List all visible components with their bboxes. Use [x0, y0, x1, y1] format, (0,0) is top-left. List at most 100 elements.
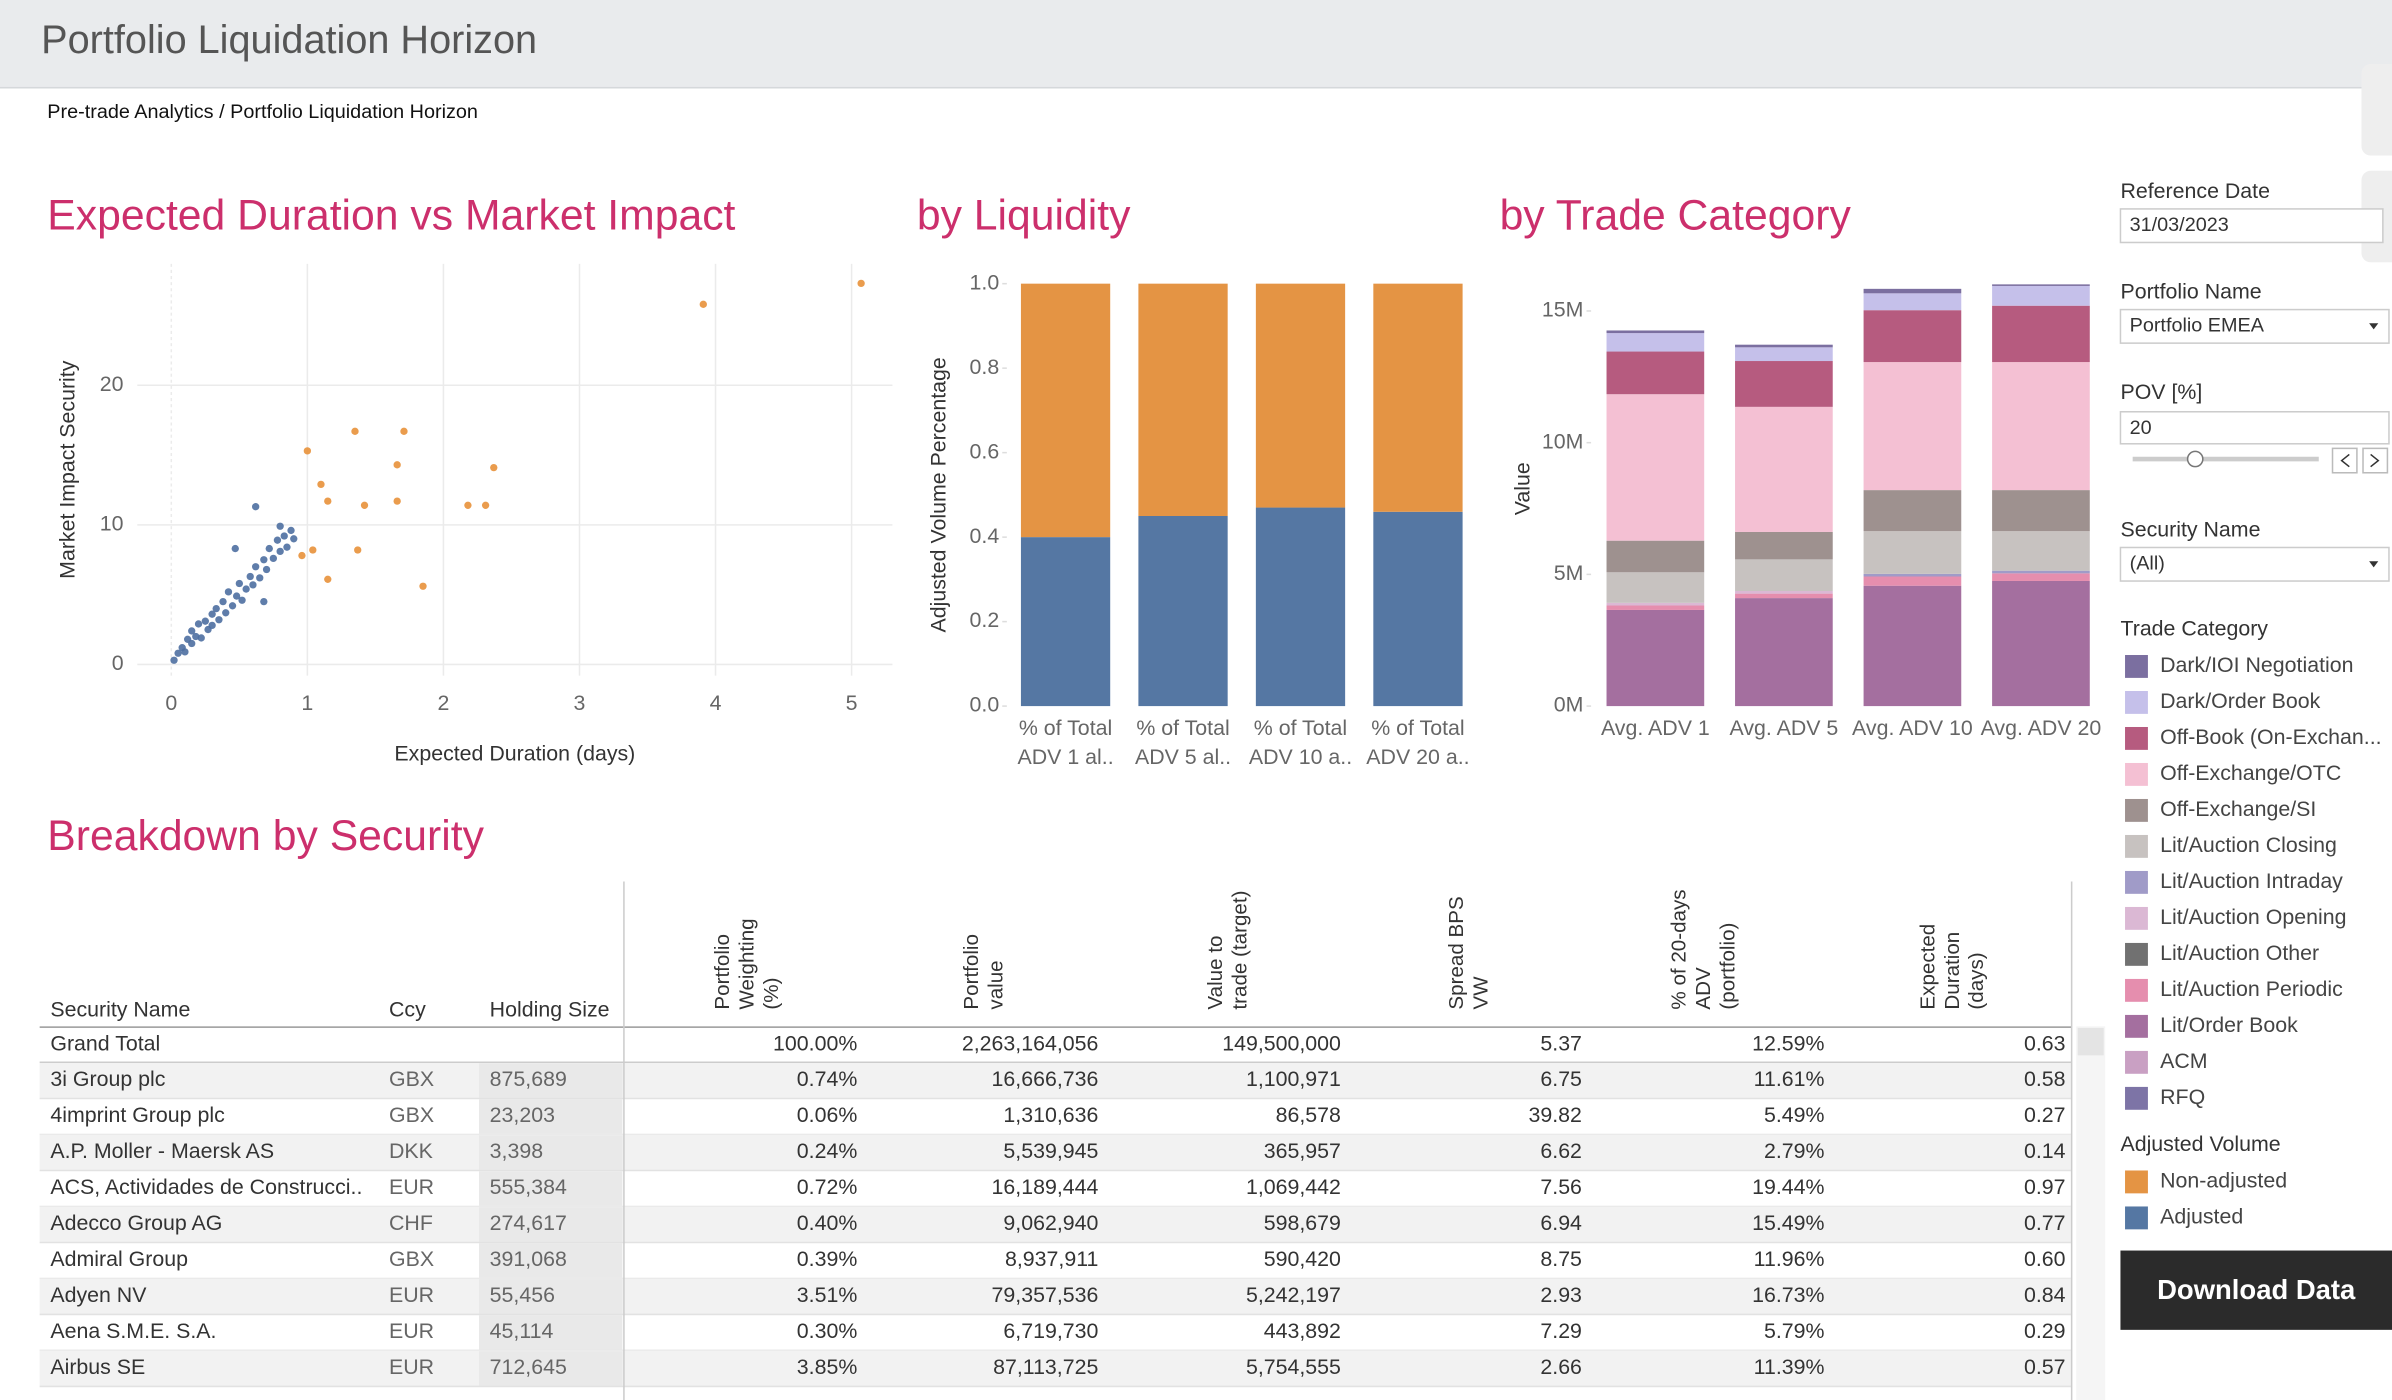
legend-swatch[interactable] — [2125, 834, 2148, 858]
bar-segment — [1606, 605, 1705, 610]
scatter-point — [249, 581, 257, 589]
legend-swatch[interactable] — [2125, 762, 2148, 786]
table-cell: A.P. Moller - Maersk AS — [50, 1139, 274, 1163]
dropdown[interactable] — [2119, 308, 2390, 344]
bar-segment — [1992, 580, 2090, 707]
column-header-box: Value to trade (target) — [1204, 891, 1251, 1010]
bar-segment — [1373, 283, 1463, 512]
legend-swatch[interactable] — [2125, 906, 2148, 930]
table-cell: 11.61% — [1754, 1067, 1825, 1091]
scatter-point — [280, 532, 288, 540]
table-cell: 19.44% — [1752, 1175, 1824, 1199]
legend-swatch[interactable] — [2125, 1050, 2148, 1074]
column-header: Portfolio value — [959, 934, 1007, 1010]
slider-thumb[interactable] — [2186, 450, 2204, 468]
scatter-point — [699, 300, 707, 308]
scatter-point — [252, 563, 260, 571]
column-header: Portfolio Weighting (%) — [710, 918, 783, 1010]
column-header-box: Expected Duration (days) — [1916, 923, 1988, 1010]
y-tick-label: 0.8 — [970, 355, 1000, 379]
column-header-box: Portfolio Weighting (%) — [710, 918, 783, 1010]
dropdown[interactable] — [2119, 546, 2390, 582]
bar-segment — [1606, 333, 1705, 352]
x-tick-label: 3 — [574, 691, 586, 715]
legend-title: Trade Category — [2120, 616, 2268, 640]
y-tick-label: 15M — [1542, 298, 1584, 322]
scatter-point — [208, 610, 216, 618]
bar-segment — [1255, 283, 1346, 508]
bar-segment — [1020, 537, 1111, 707]
scatter-point — [235, 579, 244, 588]
bar-segment — [1992, 305, 2090, 363]
bar-segment — [1863, 490, 1962, 532]
bar-segment — [1992, 285, 2090, 306]
table-cell: 6.94 — [1540, 1211, 1582, 1235]
row-band — [39, 1062, 2072, 1099]
legend-swatch[interactable] — [2125, 1206, 2148, 1230]
scatter-point — [269, 554, 278, 563]
table-cell: 365,957 — [1264, 1139, 1341, 1163]
y-tick-label: 0 — [112, 651, 124, 675]
table-cell: 0.60 — [2024, 1247, 2066, 1271]
scatter-point — [260, 597, 268, 606]
table-cell: 4imprint Group plc — [50, 1103, 225, 1127]
breadcrumb[interactable]: Pre-trade Analytics / Portfolio Liquidat… — [47, 101, 478, 123]
legend-swatch[interactable] — [2125, 1170, 2148, 1194]
x-tick-label: % of Total ADV 1 al.. — [1017, 715, 1114, 769]
legend-swatch[interactable] — [2125, 691, 2148, 714]
x-tick-label-wrap: Avg. ADV 20 — [1977, 714, 2106, 743]
x-tick-label: Avg. ADV 10 — [1852, 715, 1973, 740]
table-cell: 2.93 — [1540, 1283, 1582, 1307]
bar-segment — [1992, 570, 2090, 574]
number-input[interactable] — [2119, 411, 2390, 445]
side-tab[interactable] — [2361, 64, 2392, 156]
scatter-point — [360, 501, 369, 509]
table-cell: 8,937,911 — [1005, 1247, 1098, 1271]
legend-swatch[interactable] — [2125, 655, 2148, 678]
bar-segment — [1255, 507, 1346, 707]
legend-swatch[interactable] — [2125, 978, 2148, 1002]
step-down[interactable] — [2331, 447, 2358, 474]
scatter-point — [857, 279, 865, 288]
total-cell: 2,263,164,056 — [962, 1031, 1099, 1055]
table-cell: EUR — [389, 1355, 434, 1379]
table-cell: 0.27 — [2024, 1103, 2066, 1127]
download-button[interactable] — [2120, 1250, 2392, 1330]
date-input[interactable] — [2119, 208, 2384, 244]
bar-segment — [1606, 330, 1705, 334]
table-cell: 16.73% — [1752, 1283, 1824, 1307]
y-tick-label: 0M — [1554, 693, 1584, 717]
table-cell: 5.79% — [1764, 1319, 1825, 1343]
legend-swatch[interactable] — [2125, 870, 2148, 894]
scroll-thumb[interactable] — [2077, 1027, 2104, 1056]
scatter-point — [256, 574, 264, 582]
chart-title: Expected Duration vs Market Impact — [47, 191, 735, 239]
column-header: Expected Duration (days) — [1916, 923, 1988, 1010]
legend-swatch[interactable] — [2125, 798, 2148, 822]
x-tick-label-wrap: Avg. ADV 1 — [1591, 714, 1720, 743]
table-cell: 5,242,197 — [1246, 1283, 1341, 1307]
scatter-point — [324, 497, 332, 505]
legend-swatch[interactable] — [2125, 1086, 2148, 1110]
table-cell: 590,420 — [1264, 1247, 1341, 1271]
table-cell: 443,892 — [1264, 1319, 1341, 1343]
legend-label: Lit/Auction Opening — [2160, 905, 2346, 929]
x-tick-label: Avg. ADV 20 — [1980, 715, 2102, 740]
table-cell: 39.82 — [1529, 1103, 1582, 1127]
scatter-point — [194, 620, 203, 628]
legend-swatch[interactable] — [2125, 726, 2148, 750]
bar-segment — [1992, 362, 2090, 491]
legend-swatch[interactable] — [2125, 942, 2148, 966]
legend-swatch[interactable] — [2125, 1014, 2148, 1038]
column-header-box: Spread BPS VW — [1445, 896, 1492, 1009]
total-cell: 12.59% — [1752, 1031, 1824, 1055]
step-up[interactable] — [2362, 447, 2389, 474]
scatter-point — [481, 501, 490, 509]
scatter-point — [188, 627, 196, 635]
bar-segment — [1606, 540, 1705, 573]
bar-segment — [1020, 283, 1111, 538]
table-cell: 7.56 — [1540, 1175, 1582, 1199]
x-axis-label: Expected Duration (days) — [394, 742, 635, 766]
bar-segment — [1373, 511, 1463, 707]
